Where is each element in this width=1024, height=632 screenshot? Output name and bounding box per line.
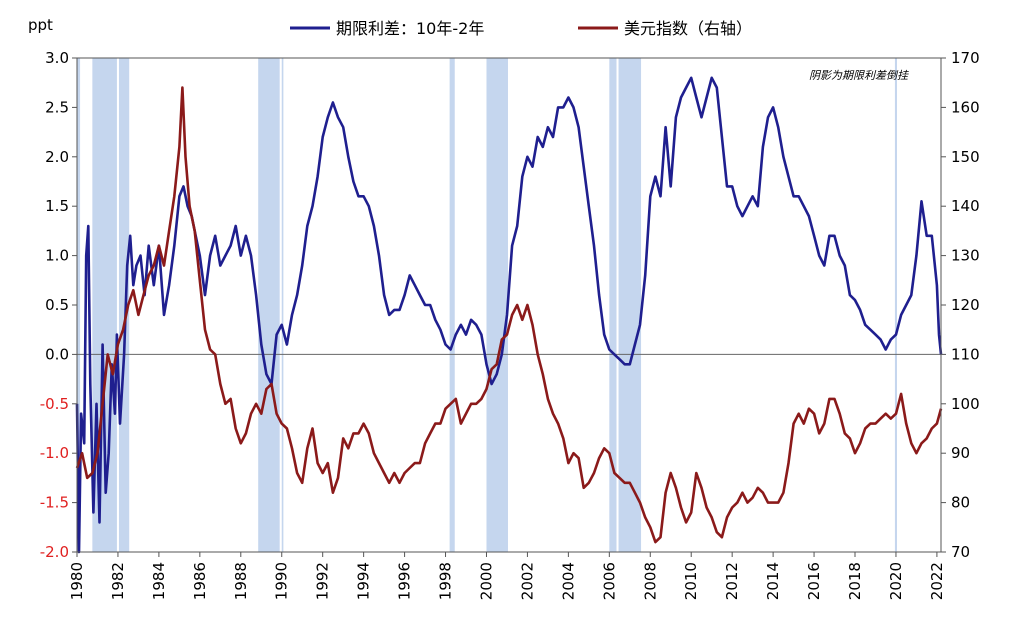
- x-tick-label: 2020: [887, 562, 905, 600]
- left-axis-unit: ppt: [28, 16, 53, 34]
- right-tick-label: 70: [951, 543, 970, 561]
- left-tick-label: 2.5: [45, 98, 69, 116]
- x-tick-label: 2002: [518, 562, 536, 600]
- right-tick-label: 110: [951, 345, 980, 363]
- x-tick-label: 2014: [764, 562, 782, 600]
- legend-dxy-label: 美元指数（右轴）: [624, 19, 752, 38]
- right-tick-label: 80: [951, 494, 970, 512]
- right-tick-label: 130: [951, 247, 980, 265]
- right-tick-label: 140: [951, 197, 980, 215]
- x-tick-label: 2018: [846, 562, 864, 600]
- shaded-period-2: [118, 58, 130, 552]
- left-tick-label: 1.5: [45, 197, 69, 215]
- series-line-spread: [75, 76, 943, 554]
- x-tick-label: 1998: [437, 562, 455, 600]
- right-tick-label: 150: [951, 148, 980, 166]
- shaded-period-8: [618, 58, 642, 552]
- x-tick-label: 2010: [682, 562, 700, 600]
- shade-note: 阴影为期限利差倒挂: [809, 69, 909, 82]
- shaded-period-0: [77, 58, 81, 552]
- x-tick-label: 2008: [641, 562, 659, 600]
- left-tick-label: 2.0: [45, 148, 69, 166]
- right-tick-label: 160: [951, 98, 980, 116]
- x-tick-label: 1996: [396, 562, 414, 600]
- shaded-period-4: [281, 58, 284, 552]
- x-tick-label: 1984: [150, 562, 168, 600]
- left-tick-label: 3.0: [45, 49, 69, 67]
- left-tick-label: -1.0: [40, 444, 69, 462]
- right-axis-ticks: 170 160 150 140 130 120 110 100 90 80 70: [941, 49, 980, 561]
- x-tick-label: 1990: [273, 562, 291, 600]
- left-tick-label: 1.0: [45, 247, 69, 265]
- x-axis-ticks: 1980 1982 1984 1986 1988 1990 1992 1994 1996 1998…: [68, 552, 946, 600]
- x-tick-label: 1988: [232, 562, 250, 600]
- left-tick-label: -0.5: [40, 395, 69, 413]
- x-tick-label: 1986: [191, 562, 209, 600]
- x-tick-label: 2016: [805, 562, 823, 600]
- x-tick-label: 1994: [355, 562, 373, 600]
- shaded-period-5: [449, 58, 455, 552]
- shaded-period-6: [486, 58, 508, 552]
- right-tick-label: 100: [951, 395, 980, 413]
- shade-layer: [77, 58, 897, 552]
- x-tick-label: 2006: [600, 562, 618, 600]
- series-layer: [75, 76, 943, 554]
- left-tick-label: -1.5: [40, 494, 69, 512]
- legend: 期限利差：10年-2年 美元指数（右轴）: [290, 19, 752, 38]
- left-tick-label: 0.0: [45, 345, 69, 363]
- legend-spread-label: 期限利差：10年-2年: [336, 19, 484, 38]
- x-tick-label: 2022: [928, 562, 946, 600]
- right-tick-label: 90: [951, 444, 970, 462]
- left-tick-label: -2.0: [40, 543, 69, 561]
- x-tick-label: 2004: [559, 562, 577, 600]
- left-axis-ticks: 3.0 2.5 2.0 1.5 1.0 0.5 0.0 -0.5 -1.0 -1.5 -2.0: [40, 49, 77, 561]
- x-tick-label: 1992: [314, 562, 332, 600]
- x-tick-label: 2000: [477, 562, 495, 600]
- series-line-dxy: [75, 86, 943, 544]
- right-tick-label: 170: [951, 49, 980, 67]
- right-tick-label: 120: [951, 296, 980, 314]
- shaded-period-3: [258, 58, 280, 552]
- shaded-period-9: [894, 58, 897, 552]
- left-tick-label: 0.5: [45, 296, 69, 314]
- x-tick-label: 1982: [109, 562, 127, 600]
- shaded-period-7: [609, 58, 617, 552]
- x-tick-label: 1980: [68, 562, 86, 600]
- x-tick-label: 2012: [723, 562, 741, 600]
